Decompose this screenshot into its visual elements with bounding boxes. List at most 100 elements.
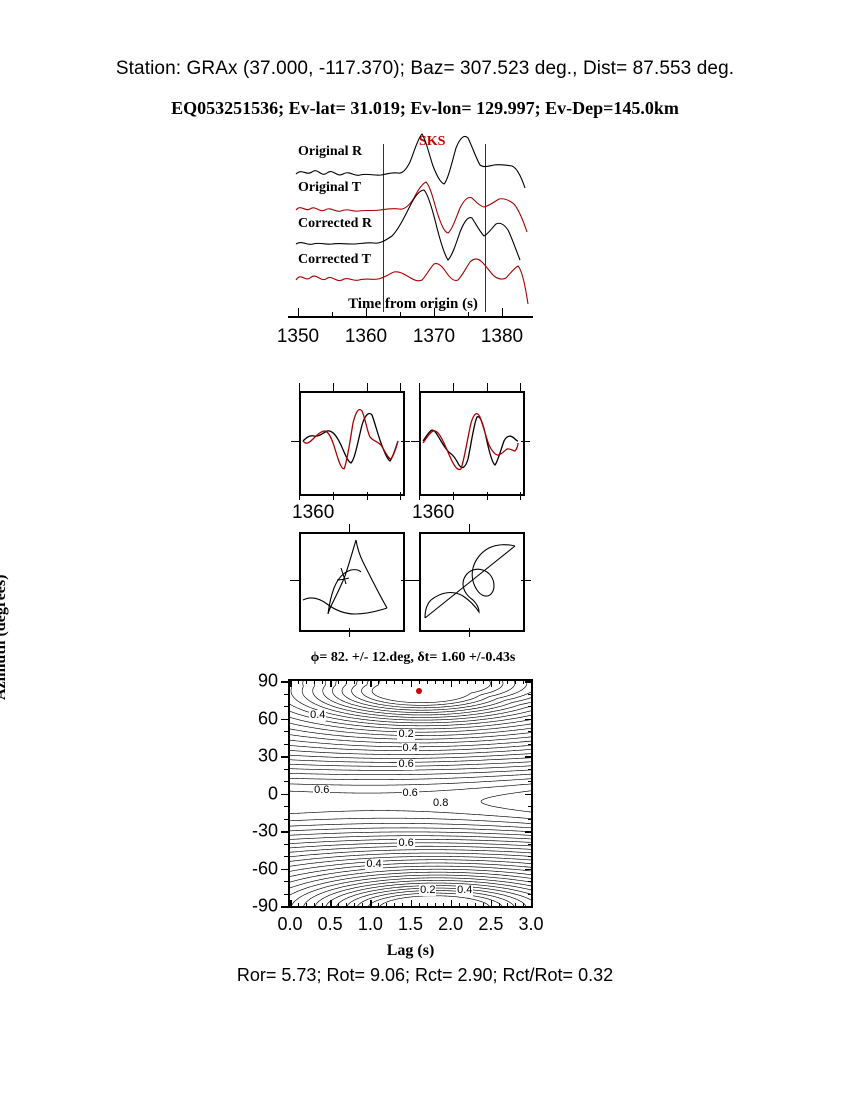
quality-metrics-line: Ror= 5.73; Rot= 9.06; Rct= 2.90; Rct/Rot… bbox=[236, 965, 614, 985]
contour-y-axis-label: Azimuth (degrees) bbox=[0, 574, 9, 700]
box-tick bbox=[487, 383, 488, 391]
axis-tick bbox=[525, 868, 533, 870]
contour-y-tick-label: -90 bbox=[251, 895, 278, 916]
axis-tick bbox=[528, 893, 533, 895]
axis-tick bbox=[284, 693, 289, 695]
axis-tick bbox=[528, 731, 533, 732]
box-tick bbox=[349, 628, 350, 637]
axis-tick bbox=[284, 818, 289, 820]
time-tick-1360 bbox=[366, 308, 367, 316]
axis-tick bbox=[284, 893, 289, 895]
axis-tick bbox=[525, 718, 533, 720]
trace-corrected-r bbox=[295, 189, 521, 261]
contour-label: 0.6 bbox=[401, 786, 419, 799]
box-tick bbox=[349, 524, 350, 533]
contour-label: 0.4 bbox=[365, 857, 383, 870]
contour-label: 0.2 bbox=[397, 727, 415, 740]
box-tick bbox=[521, 580, 531, 581]
particle-motion-uncorrected-panel bbox=[299, 532, 405, 632]
time-tick-minor bbox=[332, 312, 333, 317]
contour-x-tick-label: 3.0 bbox=[518, 914, 544, 934]
axis-tick bbox=[531, 900, 533, 908]
axis-tick bbox=[338, 679, 340, 684]
axis-tick bbox=[466, 903, 468, 908]
axis-tick bbox=[306, 679, 308, 684]
axis-tick bbox=[394, 679, 396, 684]
contour-label: 0.4 bbox=[456, 884, 474, 896]
axis-tick bbox=[330, 679, 332, 687]
box-tick bbox=[453, 383, 454, 391]
contour-lines bbox=[290, 681, 531, 906]
axis-tick bbox=[284, 743, 289, 745]
axis-tick bbox=[354, 903, 356, 908]
contour-x-tick-label: 2.0 bbox=[438, 914, 464, 934]
axis-tick bbox=[290, 900, 292, 908]
axis-tick bbox=[442, 903, 444, 908]
axis-tick bbox=[490, 679, 493, 687]
axis-tick bbox=[525, 793, 533, 795]
contour-x-tick-label: 0.0 bbox=[277, 914, 303, 934]
axis-tick bbox=[514, 903, 516, 908]
trace-original-r bbox=[295, 133, 526, 189]
compare-tick-label-left: 1360 bbox=[292, 502, 335, 523]
axis-tick bbox=[442, 679, 444, 684]
time-tick-label-1370: 1370 bbox=[412, 326, 456, 347]
compare-tick-label-right: 1360 bbox=[412, 502, 455, 523]
trace-label-corrected-r: Corrected R bbox=[298, 216, 372, 231]
axis-tick bbox=[474, 903, 476, 908]
axis-tick bbox=[378, 679, 380, 684]
axis-tick bbox=[354, 679, 356, 684]
box-tick bbox=[333, 383, 334, 391]
box-tick bbox=[487, 492, 488, 500]
axis-tick bbox=[281, 831, 289, 833]
axis-tick bbox=[290, 679, 292, 687]
axis-tick bbox=[284, 781, 289, 782]
axis-tick bbox=[426, 903, 428, 908]
axis-tick bbox=[498, 903, 500, 908]
axis-tick bbox=[314, 679, 316, 684]
fast-slow-corrected-panel bbox=[419, 391, 525, 496]
axis-tick bbox=[394, 903, 396, 908]
box-tick bbox=[469, 628, 470, 637]
box-tick bbox=[401, 580, 411, 581]
contour-y-tick-label: 90 bbox=[257, 670, 278, 691]
axis-tick bbox=[298, 679, 300, 684]
axis-tick bbox=[281, 906, 289, 908]
particle-motion-corrected-panel bbox=[419, 532, 525, 632]
axis-tick bbox=[528, 781, 533, 782]
contour-label: 0.6 bbox=[313, 784, 331, 796]
axis-tick bbox=[531, 679, 533, 687]
contour-x-axis-label: Lag (s) bbox=[386, 942, 435, 959]
axis-tick bbox=[522, 679, 524, 684]
event-info-line: EQ053251536; Ev-lat= 31.019; Ev-lon= 129… bbox=[171, 98, 679, 118]
contour-x-tick-label: 1.0 bbox=[357, 914, 383, 934]
time-axis: Time from origin (s) 1350 1360 1370 1380 bbox=[277, 296, 538, 356]
axis-tick bbox=[281, 793, 289, 795]
axis-tick bbox=[522, 903, 524, 908]
axis-tick bbox=[284, 881, 289, 882]
time-tick-label-1350: 1350 bbox=[276, 326, 320, 347]
contour-label: 0.4 bbox=[401, 741, 419, 754]
axis-tick bbox=[434, 679, 436, 684]
contour-y-tick-label: -60 bbox=[251, 858, 278, 878]
axis-tick bbox=[281, 868, 289, 870]
axis-tick bbox=[528, 743, 533, 745]
splitting-solution-title: ϕ= 82. +/- 12.deg, δt= 1.60 +/-0.43s bbox=[310, 650, 516, 665]
axis-tick bbox=[466, 679, 468, 684]
window-start-line bbox=[383, 144, 384, 312]
box-tick bbox=[400, 383, 401, 391]
axis-tick bbox=[306, 903, 308, 908]
trace-corrected-t bbox=[295, 258, 529, 305]
axis-tick bbox=[410, 679, 412, 687]
axis-tick bbox=[284, 731, 289, 732]
box-tick bbox=[299, 492, 300, 500]
box-tick bbox=[521, 441, 530, 442]
axis-tick bbox=[284, 706, 289, 707]
contour-y-tick-label: 60 bbox=[257, 708, 278, 728]
box-tick bbox=[400, 492, 401, 500]
axis-tick bbox=[498, 679, 500, 684]
axis-tick bbox=[528, 856, 533, 857]
axis-tick bbox=[338, 903, 340, 908]
axis-tick bbox=[474, 679, 476, 684]
axis-tick bbox=[525, 681, 533, 683]
